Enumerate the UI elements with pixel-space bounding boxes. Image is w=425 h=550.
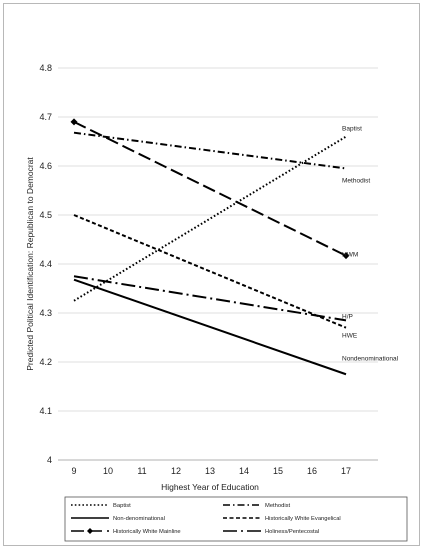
legend-label: Historically White Evangelical <box>265 516 341 522</box>
series-marker <box>342 252 350 260</box>
y-tick-label: 4.2 <box>39 357 52 367</box>
y-tick-label: 4.4 <box>39 259 52 269</box>
series-end-labels: Baptist Methodist Nondenominational HWE HWM H… <box>342 126 399 363</box>
series-line-0 <box>73 135 347 302</box>
legend-label: Non-denominational <box>113 516 165 522</box>
legend-label: Baptist <box>113 503 131 509</box>
x-tick-label: 10 <box>103 466 113 476</box>
x-tick-label: 16 <box>307 466 317 476</box>
y-tick-label: 4 <box>47 455 52 465</box>
series-line-1 <box>73 131 347 170</box>
legend-marker <box>87 528 93 534</box>
y-axis-ticks: 4 4.1 4.2 4.3 4.4 4.5 4.6 4.7 4.8 <box>39 63 52 465</box>
legend-label: Holiness/Pentecostal <box>265 529 319 535</box>
x-axis-title: Highest Year of Education <box>161 482 259 492</box>
x-tick-label: 11 <box>137 466 146 476</box>
x-tick-label: 15 <box>273 466 283 476</box>
legend-item: Holiness/Pentecostal <box>223 529 319 535</box>
legend-box <box>64 496 408 542</box>
x-tick-label: 13 <box>205 466 215 476</box>
legend-item: Non-denominational <box>71 516 165 522</box>
y-axis-title: Predicted Political Identification: Repu… <box>25 157 35 371</box>
legend-item: Baptist <box>71 503 131 509</box>
y-tick-label: 4.7 <box>39 112 52 122</box>
y-tick-label: 4.1 <box>39 406 52 416</box>
y-tick-label: 4.3 <box>39 308 52 318</box>
series-end-label: HWE <box>342 333 358 340</box>
legend-label: Historically White Mainline <box>113 529 181 535</box>
series-end-label: Nondenominational <box>342 355 399 362</box>
grid-lines <box>58 67 378 412</box>
x-tick-label: 9 <box>71 466 76 476</box>
series-marker <box>70 118 78 126</box>
x-axis-ticks: 9 10 11 12 13 14 15 16 17 <box>71 466 351 476</box>
series-line-5 <box>73 275 347 322</box>
legend-item: Historically White Evangelical <box>223 516 341 522</box>
x-tick-label: 17 <box>341 466 351 476</box>
series-lines <box>70 118 350 376</box>
series-line-4 <box>73 121 347 257</box>
y-tick-label: 4.6 <box>39 161 52 171</box>
y-tick-label: 4.8 <box>39 63 52 73</box>
series-end-label: H/P <box>342 313 353 320</box>
series-line-2 <box>73 278 347 376</box>
series-line-3 <box>73 214 347 329</box>
legend-item: Historically White Mainline <box>71 528 181 535</box>
x-tick-label: 14 <box>239 466 249 476</box>
series-end-label: HWM <box>342 252 358 259</box>
series-end-label: Baptist <box>342 126 362 133</box>
y-tick-label: 4.5 <box>39 210 52 220</box>
legend: Baptist Methodist Non-denominational Histor… <box>64 496 408 542</box>
legend-item: Methodist <box>223 503 291 509</box>
x-tick-label: 12 <box>171 466 181 476</box>
series-end-label: Methodist <box>342 177 370 184</box>
legend-label: Methodist <box>265 503 291 509</box>
chart-frame <box>3 3 420 546</box>
